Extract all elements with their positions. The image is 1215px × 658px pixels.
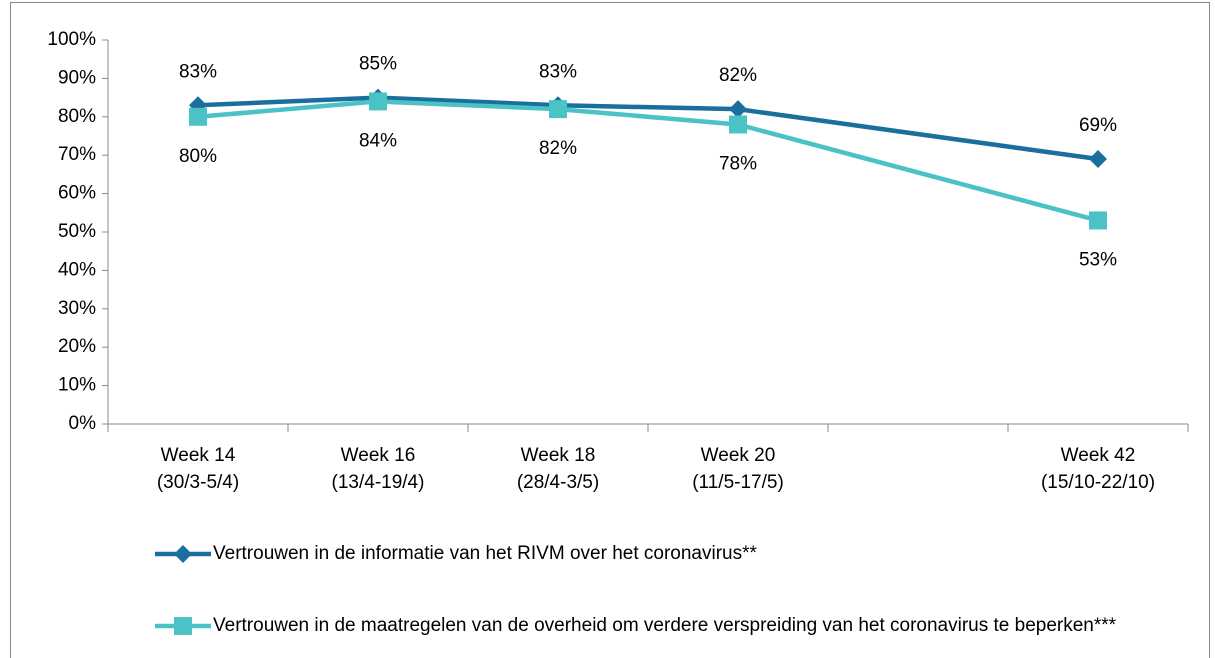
y-tick-label: 40%: [58, 259, 96, 280]
x-tick-label: Week 14 (30/3-5/4): [156, 445, 240, 493]
x-tick-label: Week 20 (11/5-17/5): [692, 445, 784, 493]
data-point: [1089, 150, 1107, 169]
data-point: [369, 92, 387, 111]
data-point: [189, 107, 207, 126]
series-line: [197, 99, 1099, 223]
data-label: 85%: [359, 54, 397, 75]
y-tick-label: 30%: [58, 298, 96, 319]
data-point: [549, 100, 567, 119]
data-point: [729, 115, 747, 134]
data-label: 83%: [179, 61, 217, 82]
data-point: [729, 100, 747, 119]
y-tick-label: 80%: [58, 106, 96, 127]
chart-frame: [10, 2, 1210, 658]
data-label: 53%: [1079, 249, 1117, 270]
y-tick-label: 100%: [47, 29, 96, 50]
data-label: 82%: [719, 65, 757, 86]
y-tick-label: 0%: [69, 413, 97, 434]
data-label: 82%: [539, 138, 577, 159]
data-label: 83%: [539, 61, 577, 82]
data-label: 69%: [1079, 115, 1117, 136]
data-point: [1089, 211, 1107, 230]
legend-marker: [174, 617, 192, 635]
y-tick-label: 70%: [58, 144, 96, 165]
y-tick-label: 60%: [58, 183, 96, 204]
x-tick-label: Week 16 (13/4-19/4): [331, 445, 425, 493]
y-tick-label: 90%: [58, 67, 96, 88]
data-label: 78%: [719, 153, 757, 174]
data-label: 80%: [179, 146, 217, 167]
y-tick-label: 20%: [58, 336, 96, 357]
x-tick-label: Week 18 (28/4-3/5): [516, 445, 600, 493]
legend-label: Vertrouwen in de maatregelen van de over…: [213, 615, 1117, 636]
legend-label: Vertrouwen in de informatie van het RIVM…: [213, 543, 757, 564]
y-tick-label: 10%: [58, 375, 96, 396]
data-label: 84%: [359, 130, 397, 151]
y-tick-label: 50%: [58, 221, 96, 242]
legend-marker: [174, 545, 192, 563]
x-tick-label: Week 42 (15/10-22/10): [1040, 445, 1156, 493]
